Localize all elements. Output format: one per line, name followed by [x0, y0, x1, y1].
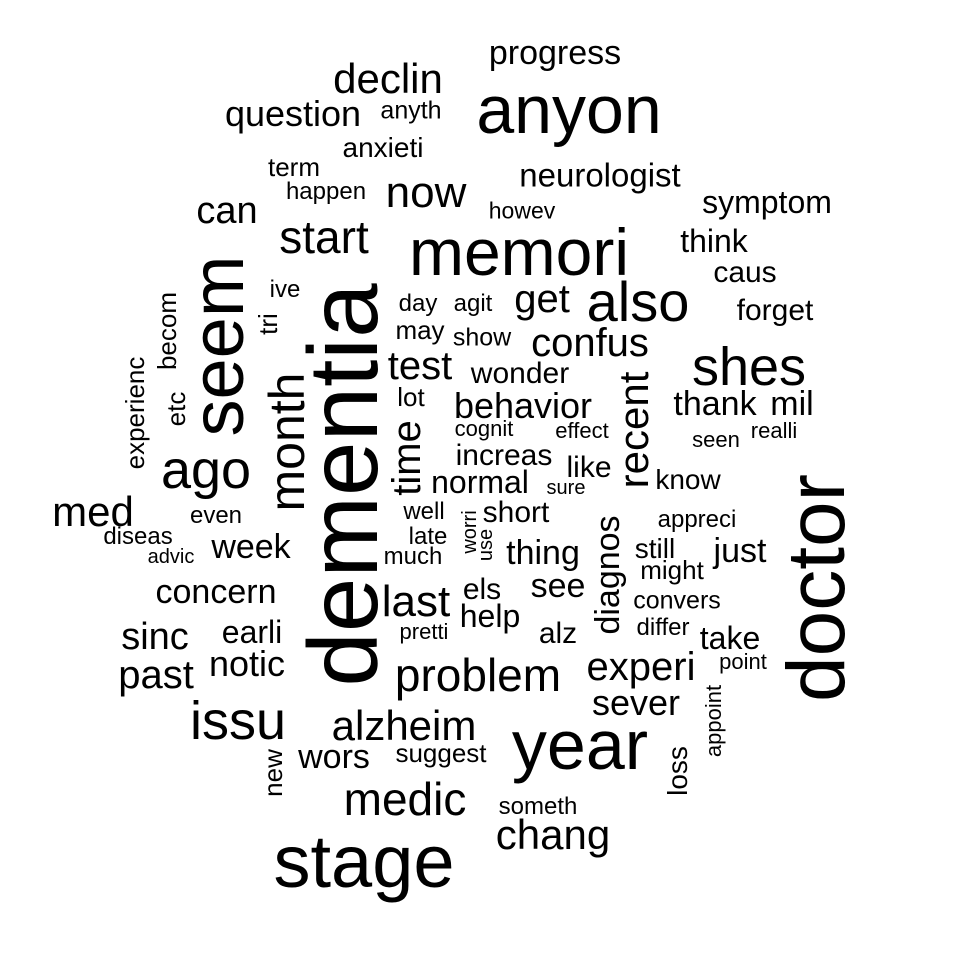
word: progress [488, 34, 622, 72]
word: els [462, 573, 502, 606]
word: loss [662, 746, 693, 796]
word: caus [713, 256, 777, 289]
word: etc [161, 391, 191, 427]
word: shes [691, 337, 807, 397]
word: symptom [702, 184, 832, 220]
word: test [387, 344, 453, 388]
word: cognit [454, 416, 514, 441]
word: see [530, 567, 586, 605]
word: wonder [470, 357, 570, 390]
word: experienc [120, 356, 150, 470]
word: short [482, 496, 550, 529]
word: mil [770, 385, 814, 423]
word: get [514, 277, 570, 321]
word: question [224, 93, 362, 134]
word: anyon [476, 72, 662, 148]
word: experi [586, 645, 696, 689]
word: alz [538, 617, 578, 650]
word: pretti [399, 619, 449, 644]
word: diagnos [589, 515, 627, 635]
word: now [385, 168, 467, 217]
word: forget [736, 294, 814, 327]
word: stage [273, 820, 455, 903]
word: anxieti [342, 132, 424, 163]
word: appoint [701, 684, 726, 758]
word: realli [750, 418, 798, 443]
word: someth [498, 793, 578, 820]
word: anyth [380, 96, 442, 125]
word: becom [152, 291, 182, 371]
word: normal [431, 464, 529, 500]
word: might [640, 555, 704, 585]
word: chang [495, 811, 611, 858]
word: wors [298, 738, 370, 776]
word: ive [269, 276, 301, 303]
word: week [211, 528, 291, 566]
word: increas [455, 439, 553, 472]
word: help [459, 598, 521, 634]
word: behavior [453, 385, 593, 426]
word: doctor [771, 474, 862, 702]
word: advic [147, 546, 195, 568]
word: thing [506, 534, 580, 572]
word: much [383, 543, 443, 570]
word: convers [633, 586, 721, 615]
word: differ [636, 614, 690, 641]
word: memori [408, 215, 630, 289]
word: thank [673, 385, 757, 423]
word: like [566, 451, 612, 484]
word: just [713, 532, 767, 570]
word: sever [591, 682, 681, 723]
word: last [381, 577, 451, 626]
word: also [586, 270, 690, 333]
word: issu [189, 691, 287, 751]
word: agit [453, 290, 493, 317]
word: med [52, 488, 134, 535]
word: even [189, 502, 243, 529]
word: suggest [395, 738, 487, 768]
word: use [475, 528, 497, 562]
word: term [268, 152, 320, 182]
word: year [511, 706, 649, 784]
word: sure [546, 477, 586, 499]
word: seem [176, 255, 259, 437]
word: appreci [657, 506, 737, 533]
word: neurologist [519, 156, 681, 194]
word: medic [343, 773, 467, 825]
word: diseas [103, 523, 173, 550]
word: know [655, 464, 721, 495]
word: time [385, 420, 429, 496]
word: earli [221, 614, 283, 650]
word: confus [531, 321, 649, 365]
word: tri [253, 313, 283, 335]
word: still [634, 533, 676, 564]
word: happen [285, 178, 367, 205]
word: concern [155, 573, 277, 611]
word: howev [488, 197, 556, 224]
word: day [398, 290, 438, 317]
word: problem [394, 649, 562, 701]
word: point [719, 649, 767, 674]
word: past [118, 653, 194, 697]
word: ago [160, 440, 252, 500]
word: take [699, 620, 761, 656]
word: month [259, 372, 315, 512]
word: alzheim [331, 702, 477, 749]
word: sinc [121, 616, 189, 658]
word: well [403, 498, 445, 525]
word: can [196, 190, 258, 232]
word: think [680, 223, 748, 259]
word: show [452, 323, 512, 352]
word: declin [333, 55, 443, 102]
word: effect [555, 418, 609, 443]
word: new [258, 749, 288, 797]
word: seen [692, 427, 740, 452]
word: start [279, 211, 369, 263]
word: may [395, 315, 445, 345]
word: lot [397, 382, 425, 412]
word: late [408, 523, 448, 550]
word: notic [208, 643, 286, 684]
word: recent [610, 371, 657, 489]
